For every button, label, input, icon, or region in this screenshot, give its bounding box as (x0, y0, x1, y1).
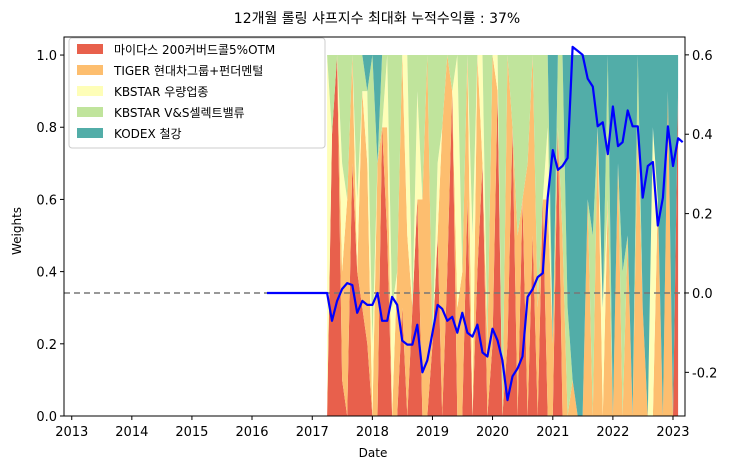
x-tick-label: 2021 (536, 425, 569, 440)
y-tick-label: 1.0 (36, 49, 57, 64)
chart-title: 12개월 롤링 샤프지수 최대화 누적수익률 : 37% (234, 11, 520, 27)
x-tick-label: 2013 (55, 425, 88, 440)
y-tick-label: 0.2 (36, 338, 57, 353)
weight-area-4 (327, 55, 679, 416)
legend-label: 마이다스 200커버드콜5%OTM (114, 43, 275, 57)
x-tick-label: 2016 (235, 425, 268, 440)
y-right-tick-label: 0.4 (692, 128, 713, 143)
legend-entry: KBSTAR V&S셀렉트밸류 (77, 106, 245, 120)
x-tick-label: 2017 (296, 425, 329, 440)
legend-swatch (77, 65, 103, 75)
weight-area-5 (327, 55, 679, 416)
legend-label: KODEX 철강 (114, 127, 182, 141)
legend-frame (68, 37, 326, 149)
x-tick-label: 2019 (416, 425, 449, 440)
legend-swatch (77, 128, 103, 138)
legend-entry: KBSTAR 우량업종 (77, 85, 208, 99)
legend-entry: KODEX 철강 (77, 127, 182, 141)
legend-entry: 마이다스 200커버드콜5%OTM (77, 43, 275, 57)
x-axis-label: Date (359, 446, 388, 460)
x-tick-label: 2020 (476, 425, 509, 440)
y-right-tick-label: -0.2 (692, 366, 717, 381)
y-tick-label: 0.4 (36, 266, 57, 281)
y-right-tick-label: 0.2 (692, 208, 713, 223)
y-tick-label: 0.8 (36, 121, 57, 136)
legend-label: TIGER 현대차그룹+펀더멘털 (113, 64, 263, 78)
y-axis-label: Weights (10, 207, 24, 255)
y-tick-label: 0.6 (36, 193, 57, 208)
legend-label: KBSTAR V&S셀렉트밸류 (114, 106, 245, 120)
legend-label: KBSTAR 우량업종 (114, 85, 208, 99)
y-right-tick-label: 0.6 (692, 49, 713, 64)
weight-area-2 (327, 55, 679, 416)
legend-entry: TIGER 현대차그룹+펀더멘털 (77, 64, 263, 78)
legend-swatch (77, 107, 103, 117)
x-tick-label: 2015 (175, 425, 208, 440)
legend-swatch (77, 44, 103, 54)
x-tick-label: 2018 (356, 425, 389, 440)
y-tick-label: 0.0 (36, 410, 57, 425)
plot-area: 2013 2014 2015 2016 2017 2018 2019 2020 2021 2022… (36, 36, 717, 440)
cumulative-return-line (267, 45, 684, 402)
y-right-tick-label: 0.0 (692, 287, 713, 302)
weights-areas (327, 55, 679, 416)
weight-area-1 (327, 55, 679, 416)
plot-frame (63, 36, 686, 417)
legend: 마이다스 200커버드콜5%OTM TIGER 현대차그룹+펀더멘털 KBSTA… (68, 37, 326, 149)
x-tick-label: 2023 (656, 425, 689, 440)
legend-swatch (77, 86, 103, 96)
x-tick-label: 2014 (115, 425, 148, 440)
x-tick-label: 2022 (596, 425, 629, 440)
